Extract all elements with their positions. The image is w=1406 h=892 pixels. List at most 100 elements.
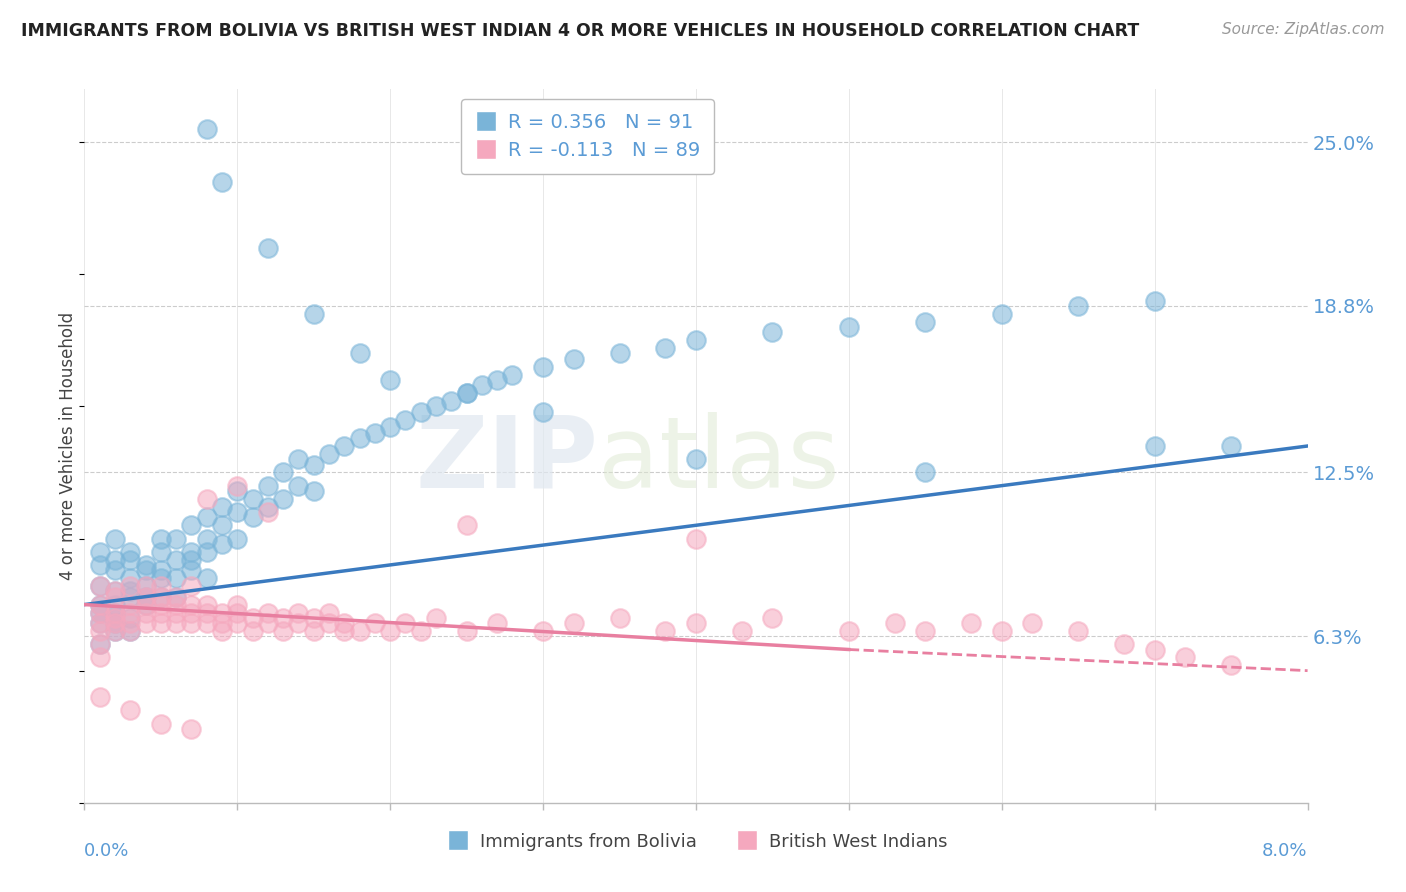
Point <box>486 373 509 387</box>
Point <box>226 616 249 631</box>
Point <box>89 598 111 612</box>
Point <box>471 378 494 392</box>
Point <box>149 616 172 631</box>
Point <box>302 458 325 472</box>
Point <box>257 500 280 514</box>
Point <box>257 241 280 255</box>
Point <box>960 616 983 631</box>
Point <box>89 690 111 704</box>
Point <box>89 606 111 620</box>
Point <box>104 611 127 625</box>
Point <box>456 386 478 401</box>
Point <box>609 346 631 360</box>
Point <box>1174 650 1197 665</box>
Point <box>349 346 371 360</box>
Point <box>1067 624 1090 638</box>
Point <box>89 606 111 620</box>
Point <box>165 590 187 604</box>
Point <box>226 505 249 519</box>
Point <box>104 584 127 599</box>
Point <box>318 447 340 461</box>
Point <box>380 420 402 434</box>
Point <box>838 320 860 334</box>
Point <box>180 563 202 577</box>
Point <box>226 532 249 546</box>
Point <box>195 491 218 506</box>
Point <box>120 703 142 717</box>
Point <box>149 563 172 577</box>
Point <box>104 552 127 566</box>
Point <box>89 616 111 631</box>
Point <box>226 478 249 492</box>
Point <box>149 532 172 546</box>
Point <box>120 552 142 566</box>
Point <box>349 431 371 445</box>
Point <box>180 579 202 593</box>
Point <box>165 606 187 620</box>
Point <box>257 478 280 492</box>
Text: 0.0%: 0.0% <box>84 842 129 860</box>
Text: ZIP: ZIP <box>415 412 598 508</box>
Point <box>89 637 111 651</box>
Point <box>180 722 202 736</box>
Point <box>120 616 142 631</box>
Point <box>883 616 905 631</box>
Point <box>195 532 218 546</box>
Point <box>287 606 309 620</box>
Point <box>394 412 416 426</box>
Point <box>120 579 142 593</box>
Point <box>287 616 309 631</box>
Point <box>120 624 142 638</box>
Y-axis label: 4 or more Vehicles in Household: 4 or more Vehicles in Household <box>59 312 77 580</box>
Point <box>409 404 432 418</box>
Point <box>135 606 157 620</box>
Text: atlas: atlas <box>598 412 839 508</box>
Point <box>135 616 157 631</box>
Point <box>226 483 249 498</box>
Point <box>333 616 356 631</box>
Point <box>271 491 294 506</box>
Point <box>89 558 111 572</box>
Point <box>1114 637 1136 651</box>
Point <box>226 606 249 620</box>
Point <box>271 611 294 625</box>
Point <box>135 598 157 612</box>
Point <box>1220 439 1243 453</box>
Text: Source: ZipAtlas.com: Source: ZipAtlas.com <box>1222 22 1385 37</box>
Point <box>195 616 218 631</box>
Point <box>104 606 127 620</box>
Point <box>409 624 432 638</box>
Point <box>195 571 218 585</box>
Point <box>135 558 157 572</box>
Point <box>991 624 1014 638</box>
Point <box>135 590 157 604</box>
Point <box>195 598 218 612</box>
Point <box>914 315 936 329</box>
Point <box>318 616 340 631</box>
Point <box>333 624 356 638</box>
Point <box>135 590 157 604</box>
Point <box>149 606 172 620</box>
Point <box>242 611 264 625</box>
Point <box>195 510 218 524</box>
Point <box>89 579 111 593</box>
Point <box>654 624 676 638</box>
Point <box>180 545 202 559</box>
Point <box>180 616 202 631</box>
Point <box>104 532 127 546</box>
Point <box>195 545 218 559</box>
Point <box>440 394 463 409</box>
Point <box>685 333 707 347</box>
Point <box>257 616 280 631</box>
Point <box>562 351 585 366</box>
Point <box>380 373 402 387</box>
Point <box>104 606 127 620</box>
Point <box>242 624 264 638</box>
Point <box>242 510 264 524</box>
Point <box>89 616 111 631</box>
Point <box>120 584 142 599</box>
Point <box>104 584 127 599</box>
Point <box>456 518 478 533</box>
Point <box>180 552 202 566</box>
Point <box>1021 616 1043 631</box>
